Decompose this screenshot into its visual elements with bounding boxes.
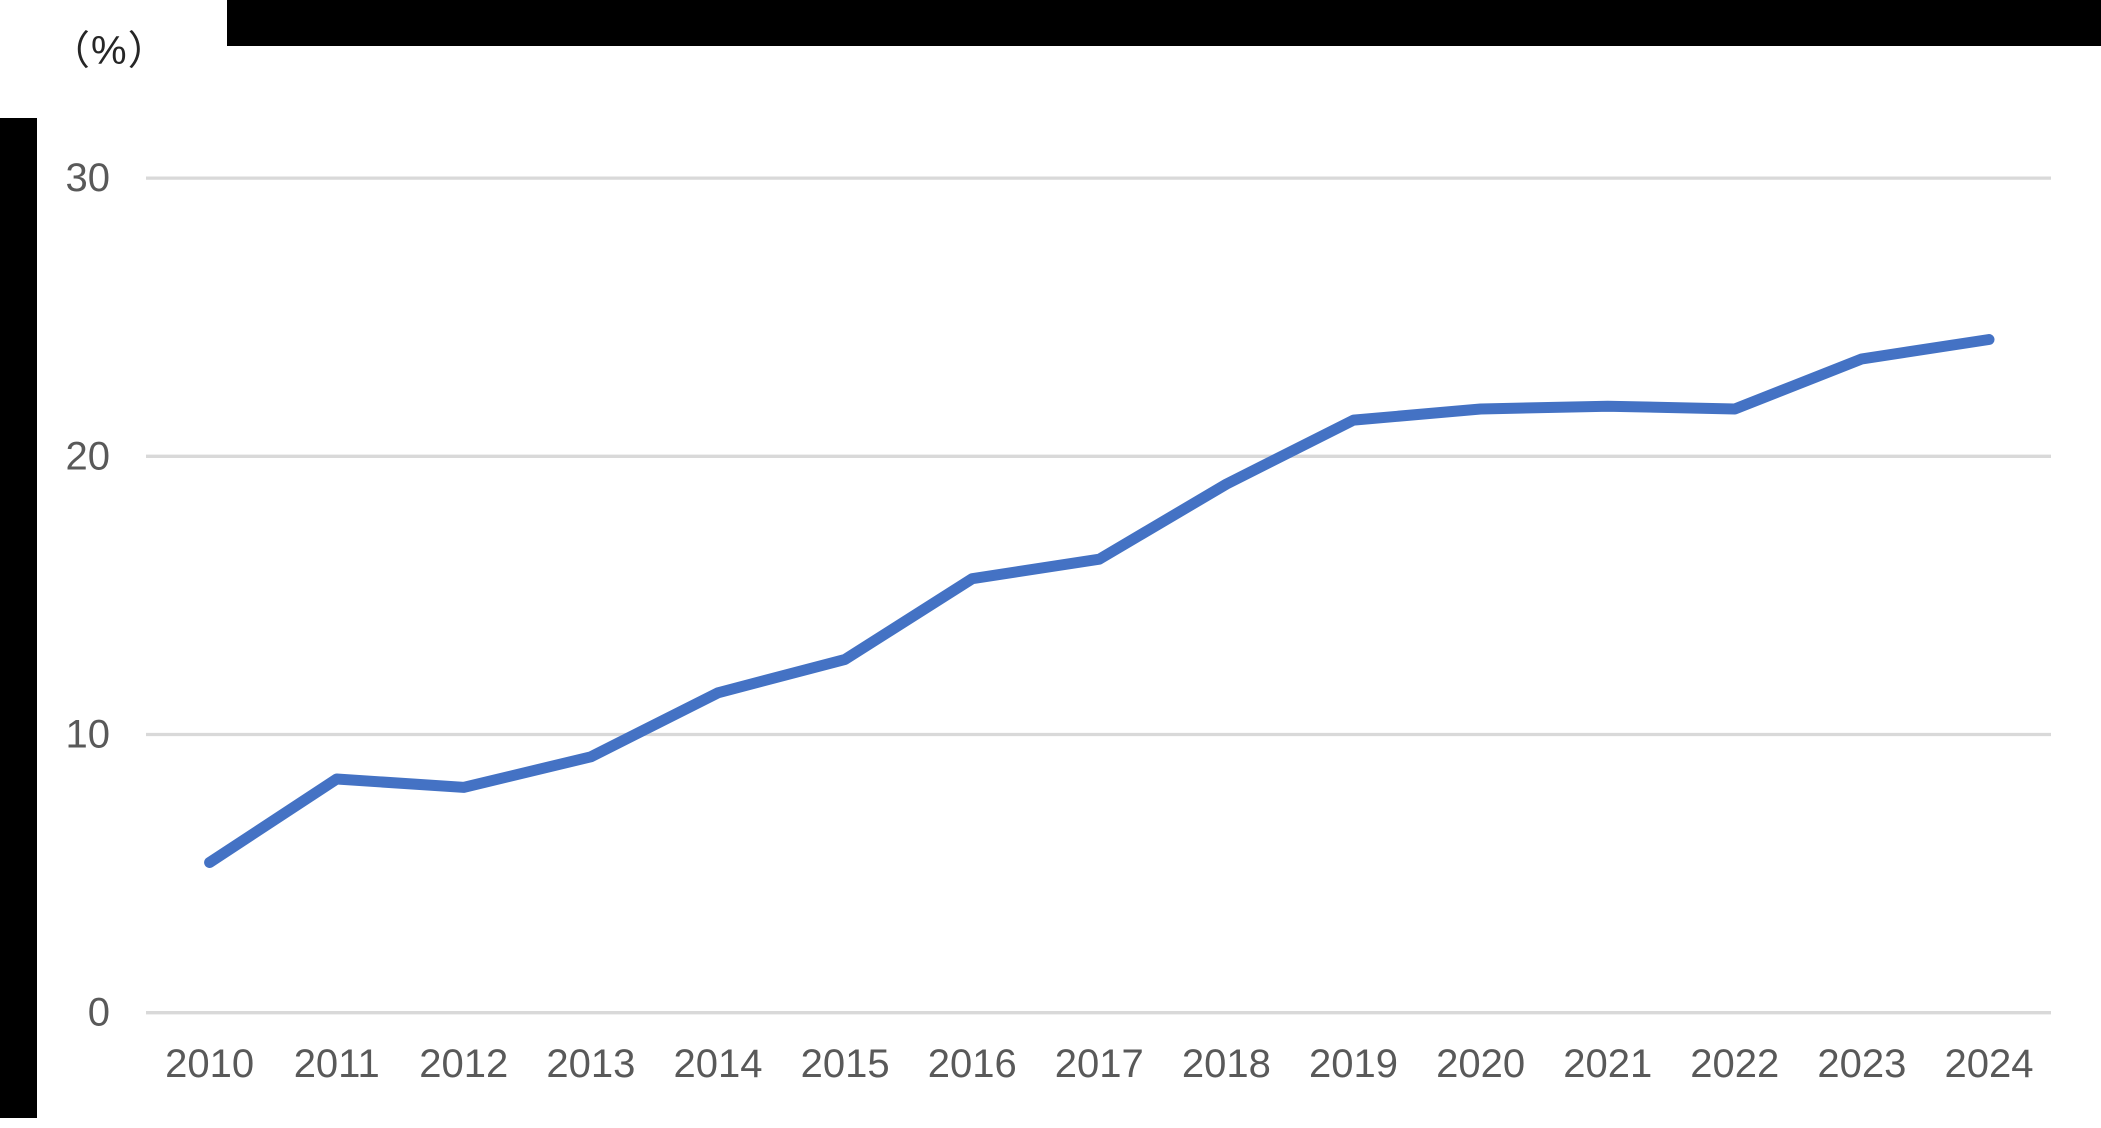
x-tick-label-2021: 2021 [1563,1042,1652,1086]
x-tick-label-2015: 2015 [801,1042,890,1086]
y-axis-unit-label: （%） [50,29,169,73]
y-tick-label-30: 30 [66,156,111,200]
top-black-bar [227,0,2101,46]
x-tick-label-2023: 2023 [1817,1042,1906,1086]
y-tick-label-0: 0 [88,991,110,1035]
data-series-line [204,334,1995,868]
x-tick-label-2020: 2020 [1436,1042,1525,1086]
x-tick-label-2019: 2019 [1309,1042,1398,1086]
x-axis-tick-labels: 2010 2011 2012 2013 2014 2015 2016 2017 2018 2019… [165,1042,2033,1086]
left-black-bar [0,118,37,1118]
x-tick-label-2016: 2016 [928,1042,1017,1086]
x-tick-label-2018: 2018 [1182,1042,1271,1086]
x-tick-label-2024: 2024 [1945,1042,2034,1086]
x-tick-label-2017: 2017 [1055,1042,1144,1086]
y-tick-label-10: 10 [66,713,111,757]
x-tick-label-2022: 2022 [1690,1042,1779,1086]
y-axis-tick-labels: 0 10 20 30 [66,156,111,1035]
y-tick-label-20: 20 [66,434,111,478]
x-tick-label-2011: 2011 [294,1042,380,1086]
gridlines [146,176,2051,1015]
x-tick-label-2013: 2013 [546,1042,635,1086]
x-tick-label-2010: 2010 [165,1042,254,1086]
x-tick-label-2012: 2012 [419,1042,508,1086]
x-tick-label-2014: 2014 [674,1042,763,1086]
